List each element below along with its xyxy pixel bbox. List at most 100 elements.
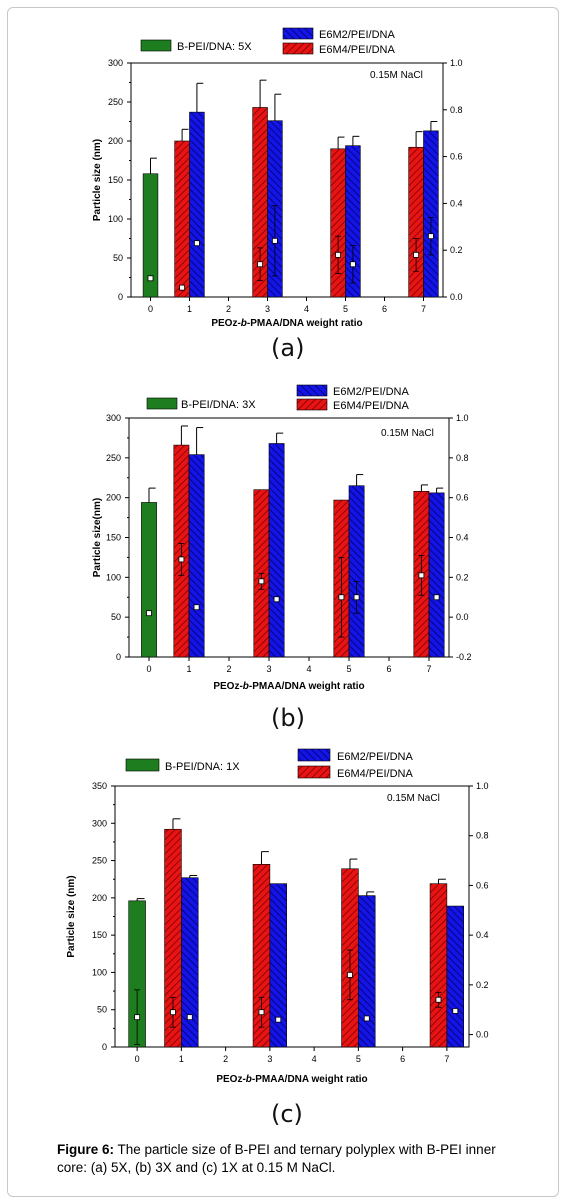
secondary-point (275, 1016, 282, 1023)
bar-blue (428, 492, 445, 658)
legend-swatch-blue (296, 384, 328, 397)
caption-text: The particle size of B-PEI and ternary p… (57, 1142, 496, 1175)
chart-annotation: 0.15M NaCl (387, 793, 440, 804)
y-tick-label: 250 (92, 856, 107, 866)
y-tick-label: 350 (92, 781, 107, 791)
panel-label-c: (c) (271, 1100, 303, 1128)
bar-blue (358, 895, 376, 1048)
x-axis-label: PEOz-b-PMAA/DNA weight ratio (213, 681, 364, 692)
x-tick-label: 0 (148, 304, 153, 314)
legend-label: E6M4/PEI/DNA (333, 400, 409, 412)
y-tick-label: 150 (92, 930, 107, 940)
y-axis-label: Particle size(nm) (92, 498, 103, 577)
legend-swatch-red (282, 42, 314, 55)
y-tick-label: 0 (102, 1042, 107, 1052)
y2-tick-label: 0.0 (456, 612, 469, 622)
legend-label: B-PEI/DNA: 3X (181, 399, 256, 411)
secondary-point (186, 1014, 193, 1021)
y2-tick-label: 0.6 (476, 880, 489, 890)
legend-swatch-blue (297, 748, 331, 762)
legend-label: E6M2/PEI/DNA (319, 29, 395, 41)
x-tick-label: 6 (400, 1054, 405, 1064)
panel-label-a: (a) (271, 334, 305, 362)
bar-blue (189, 111, 205, 298)
y-tick-label: 50 (97, 1005, 107, 1015)
x-tick-label: 0 (146, 664, 151, 674)
y2-tick-label: 1.0 (456, 413, 469, 423)
bar-blue (188, 454, 205, 658)
y2-tick-label: 0.8 (456, 453, 469, 463)
y2-tick-label: -0.2 (456, 652, 472, 662)
secondary-point (179, 284, 185, 291)
x-tick-label: 3 (267, 1054, 272, 1064)
x-tick-label: 1 (187, 304, 192, 314)
x-tick-label: 1 (186, 664, 191, 674)
secondary-point (272, 237, 278, 244)
chart-annotation: 0.15M NaCl (381, 428, 434, 439)
bar-blue (268, 443, 285, 658)
bar-red (408, 146, 424, 298)
y-tick-label: 0 (116, 652, 121, 662)
secondary-point (428, 233, 434, 240)
secondary-point (452, 1008, 459, 1014)
x-tick-label: 2 (226, 304, 231, 314)
x-axis-label: PEOz-b-PMAA/DNA weight ratio (216, 1074, 367, 1085)
x-tick-label: 0 (135, 1054, 140, 1064)
y-tick-label: 50 (113, 253, 123, 263)
y-tick-label: 300 (106, 413, 121, 423)
legend-label: E6M2/PEI/DNA (337, 751, 413, 763)
chart-panel-2 (111, 785, 473, 1051)
secondary-point (273, 596, 280, 603)
x-tick-label: 7 (421, 304, 426, 314)
secondary-point (335, 251, 341, 258)
secondary-point (193, 604, 200, 611)
y2-tick-label: 0.2 (456, 572, 469, 582)
y2-tick-label: 1.0 (450, 58, 463, 68)
y2-tick-label: 0.8 (450, 105, 463, 115)
x-tick-label: 5 (343, 304, 348, 314)
y2-tick-label: 0.0 (476, 1030, 489, 1040)
panel-label-b: (b) (271, 704, 305, 732)
y-tick-label: 100 (108, 214, 123, 224)
legend-swatch-green (146, 397, 178, 410)
bar-blue (181, 877, 199, 1048)
legend-swatch-red (297, 765, 331, 779)
x-tick-label: 7 (444, 1054, 449, 1064)
y2-tick-label: 0.2 (476, 980, 489, 990)
legend-label: E6M4/PEI/DNA (337, 768, 413, 780)
legend-swatch-blue (282, 27, 314, 40)
x-tick-label: 6 (382, 304, 387, 314)
legend-label: E6M4/PEI/DNA (319, 44, 395, 56)
legend-swatch-green (125, 758, 160, 772)
figure-caption: Figure 6: The particle size of B-PEI and… (57, 1141, 527, 1177)
y2-tick-label: 0.2 (450, 245, 463, 255)
secondary-point (258, 578, 265, 585)
secondary-point (435, 996, 442, 1003)
y-tick-label: 200 (106, 493, 121, 503)
x-tick-label: 5 (356, 1054, 361, 1064)
y-axis-label: Particle size (nm) (92, 139, 103, 221)
y2-tick-label: 1.0 (476, 781, 489, 791)
bar-blue (423, 130, 439, 298)
y-tick-label: 50 (111, 612, 121, 622)
y-tick-label: 0 (118, 292, 123, 302)
x-tick-label: 1 (179, 1054, 184, 1064)
secondary-point (134, 1014, 141, 1021)
secondary-point (433, 594, 440, 601)
legend-swatch-green (140, 39, 172, 52)
bar-red (429, 883, 448, 1048)
x-tick-label: 4 (306, 664, 311, 674)
x-tick-label: 7 (426, 664, 431, 674)
legend-label: E6M2/PEI/DNA (333, 386, 409, 398)
secondary-point (353, 594, 360, 601)
bar-red (330, 148, 346, 298)
secondary-point (257, 261, 263, 268)
y2-tick-label: 0.0 (450, 292, 463, 302)
secondary-point (146, 610, 152, 617)
y-tick-label: 150 (108, 175, 123, 185)
caption-label: Figure 6: (57, 1142, 115, 1157)
y2-tick-label: 0.6 (456, 493, 469, 503)
x-tick-label: 2 (226, 664, 231, 674)
bar-green (141, 502, 157, 658)
y2-tick-label: 0.4 (476, 930, 489, 940)
